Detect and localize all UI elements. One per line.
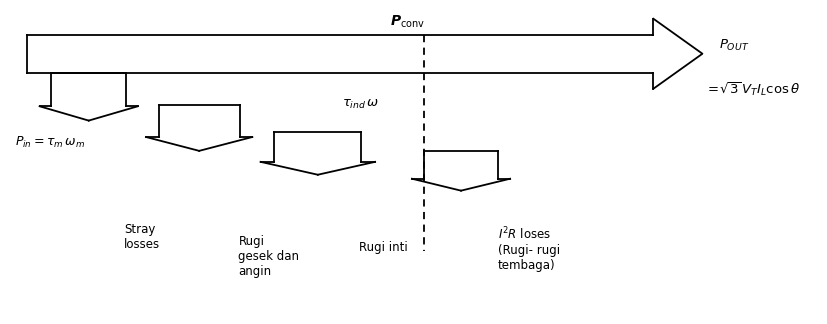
Text: $=\!\sqrt{3}\,V_T I_L \cos\theta$: $=\!\sqrt{3}\,V_T I_L \cos\theta$ — [704, 80, 799, 98]
Text: $P_{OUT}$: $P_{OUT}$ — [718, 38, 748, 53]
Text: $P_{in} = \tau_m \, \omega_m$: $P_{in} = \tau_m \, \omega_m$ — [15, 135, 85, 150]
Text: Stray
losses: Stray losses — [124, 223, 160, 251]
Text: Rugi
gesek dan
angin: Rugi gesek dan angin — [238, 235, 299, 278]
Text: Rugi inti: Rugi inti — [358, 241, 407, 254]
Text: $\tau_{ind} \, \omega$: $\tau_{ind} \, \omega$ — [342, 98, 380, 111]
Text: $\boldsymbol{P}_{\mathrm{conv}}$: $\boldsymbol{P}_{\mathrm{conv}}$ — [390, 14, 425, 30]
Text: $I^2 R$ loses
(Rugi- rugi
tembaga): $I^2 R$ loses (Rugi- rugi tembaga) — [497, 225, 559, 272]
